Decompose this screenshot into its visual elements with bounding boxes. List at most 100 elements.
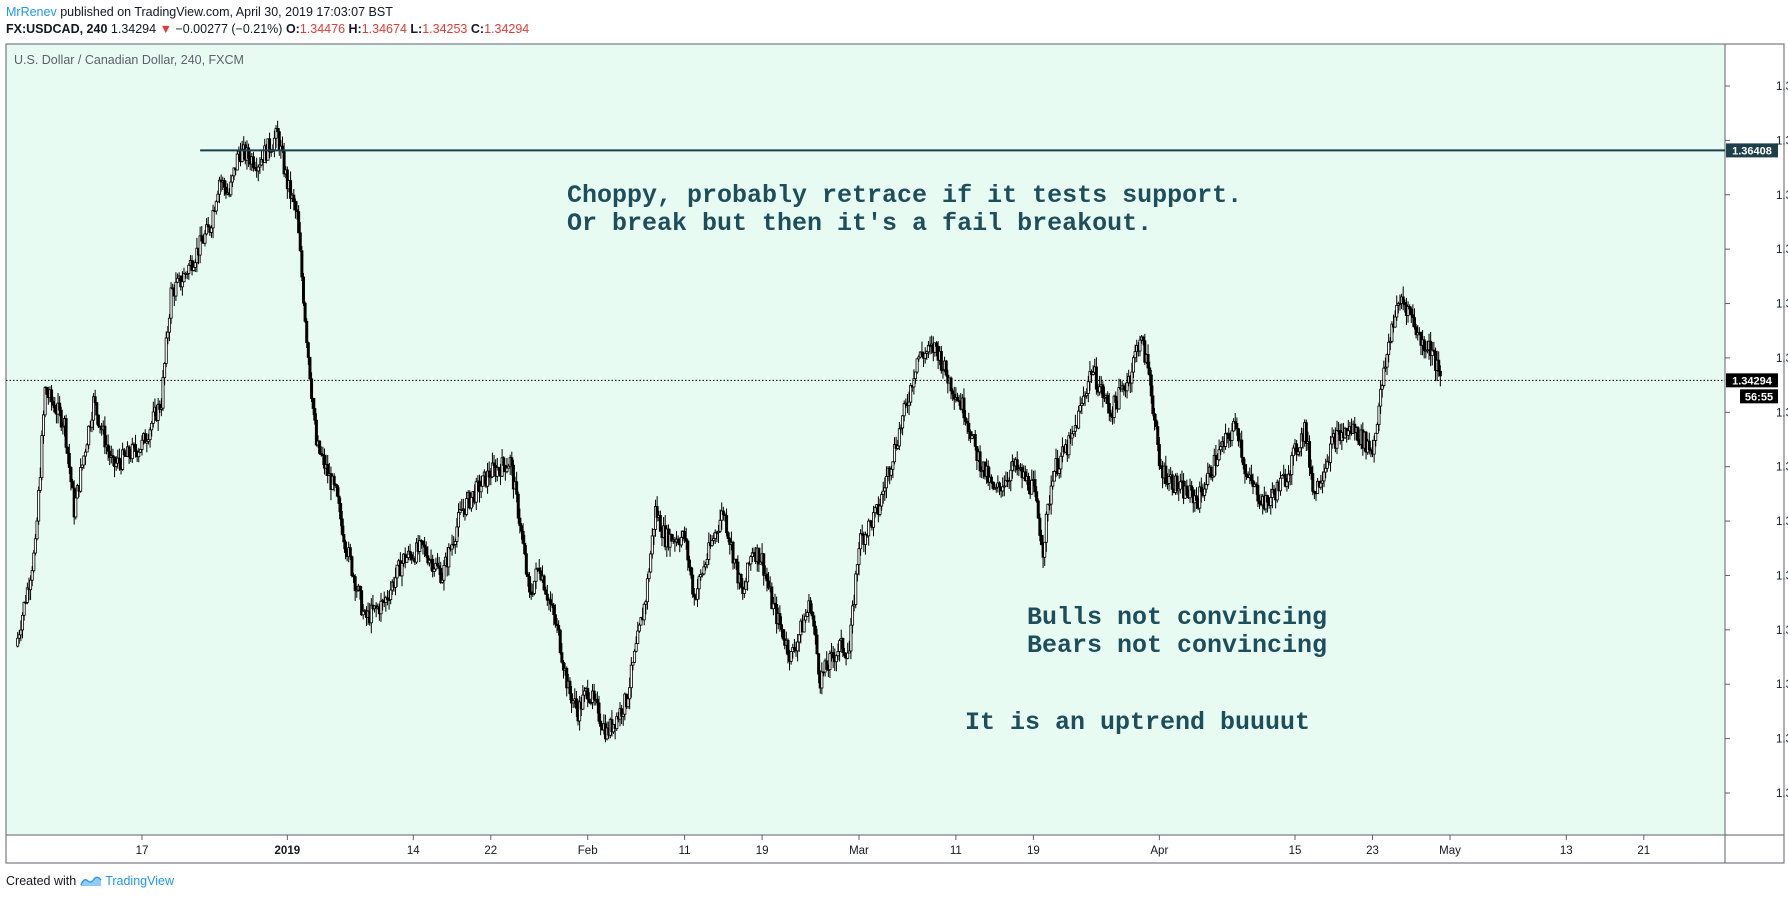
candle-body	[127, 446, 131, 458]
candle-body	[557, 625, 561, 631]
candle-body	[872, 512, 876, 528]
candle-body	[318, 440, 322, 454]
candle-body	[704, 564, 708, 568]
candle-body	[187, 264, 191, 274]
candle-body	[1249, 474, 1253, 482]
candle-body	[1203, 488, 1207, 496]
candle-body	[314, 419, 318, 446]
symbol-label: FX:USDCAD, 240	[6, 22, 108, 36]
candle-body	[658, 515, 662, 532]
candle-body	[21, 614, 25, 631]
time-axis[interactable]: 17 2019 14 22 Feb 11 19 Mar 11 19 Apr 15 23 May 13 21	[136, 835, 1651, 857]
candle-body	[394, 577, 398, 588]
candle-body	[337, 495, 341, 504]
candle-body	[952, 393, 956, 400]
y-tick-label: 1.36500	[1776, 135, 1788, 147]
candle-body	[111, 455, 115, 458]
candle-body	[560, 652, 564, 663]
candle-body	[692, 593, 696, 598]
candle-body	[561, 661, 565, 671]
candle-body	[1425, 349, 1429, 352]
y-tick-label: 1.31000	[1776, 734, 1788, 746]
candle-body	[679, 536, 683, 546]
candle-body	[1170, 474, 1174, 490]
candle-body	[917, 356, 921, 360]
candle-body	[106, 444, 110, 452]
candle-body	[647, 571, 651, 580]
x-tick-label: Apr	[1150, 845, 1168, 857]
candle-body	[1154, 419, 1158, 427]
candle-body	[515, 481, 519, 495]
candle-body	[581, 694, 585, 710]
candle-body	[1398, 303, 1402, 305]
candle-body	[1194, 495, 1198, 501]
candle-body	[1287, 473, 1291, 483]
candle-body	[169, 287, 173, 319]
candle-body	[691, 574, 695, 595]
candle-body	[137, 451, 141, 458]
candle-body	[348, 547, 352, 558]
candle-body	[855, 564, 859, 575]
candle-body	[410, 554, 414, 561]
candle-body	[1094, 366, 1098, 390]
candle-body	[831, 652, 835, 659]
candle-body	[481, 475, 485, 487]
candle-body	[967, 422, 971, 433]
candle-body	[61, 425, 65, 428]
candle-body	[1240, 439, 1244, 458]
tradingview-link[interactable]: TradingView	[80, 874, 174, 888]
candle-body	[991, 481, 995, 489]
candle-body	[352, 575, 356, 577]
candle-body	[1230, 430, 1234, 441]
candle-body	[423, 544, 427, 548]
candle-body	[697, 576, 701, 590]
x-tick-label: 17	[136, 845, 149, 857]
candle-body	[1236, 428, 1240, 442]
x-tick-label: 23	[1366, 845, 1379, 857]
candle-body	[1290, 455, 1294, 476]
footer: Created with TradingView	[6, 874, 174, 888]
candle-body	[66, 446, 70, 454]
candle-body	[161, 377, 165, 409]
candle-body	[933, 342, 937, 353]
candle-body	[568, 680, 572, 695]
candle-body	[206, 224, 210, 228]
candle-body	[1269, 497, 1273, 506]
candle-body	[707, 542, 711, 560]
author-link[interactable]: MrRenev	[6, 5, 57, 19]
candle-body	[901, 415, 905, 429]
plot-area[interactable]	[6, 44, 1725, 835]
candle-body	[108, 450, 112, 458]
candle-body	[639, 617, 643, 626]
candle-body	[725, 515, 729, 534]
candle-body	[797, 634, 801, 643]
candle-body	[130, 443, 134, 460]
x-tick-label: 14	[407, 845, 420, 857]
candle-body	[1177, 488, 1181, 492]
candle-body	[1004, 479, 1008, 487]
candle-body	[1206, 472, 1210, 485]
candle-body	[1080, 402, 1084, 406]
candle-body	[770, 586, 774, 610]
candle-body	[765, 573, 769, 582]
candle-body	[713, 531, 717, 539]
candle-body	[1432, 349, 1436, 352]
candle-body	[90, 419, 94, 428]
candle-body	[539, 570, 543, 581]
candle-body	[881, 490, 885, 495]
price-axis[interactable]: 1.37000 1.36500 1.36000 1.35500 1.35000 1.345…	[1725, 81, 1788, 800]
candle-body	[1002, 485, 1006, 488]
candle-body	[272, 137, 276, 151]
candle-body	[447, 546, 451, 568]
candle-body	[1153, 413, 1157, 421]
candle-body	[1077, 410, 1081, 429]
candle-body	[825, 660, 829, 670]
candle-body	[726, 532, 730, 540]
y-tick-label: 1.30500	[1776, 788, 1788, 800]
candle-body	[804, 615, 808, 621]
candle-body	[1414, 326, 1418, 336]
candle-body	[524, 553, 528, 575]
candle-body	[586, 688, 590, 700]
candle-body	[1403, 302, 1407, 306]
